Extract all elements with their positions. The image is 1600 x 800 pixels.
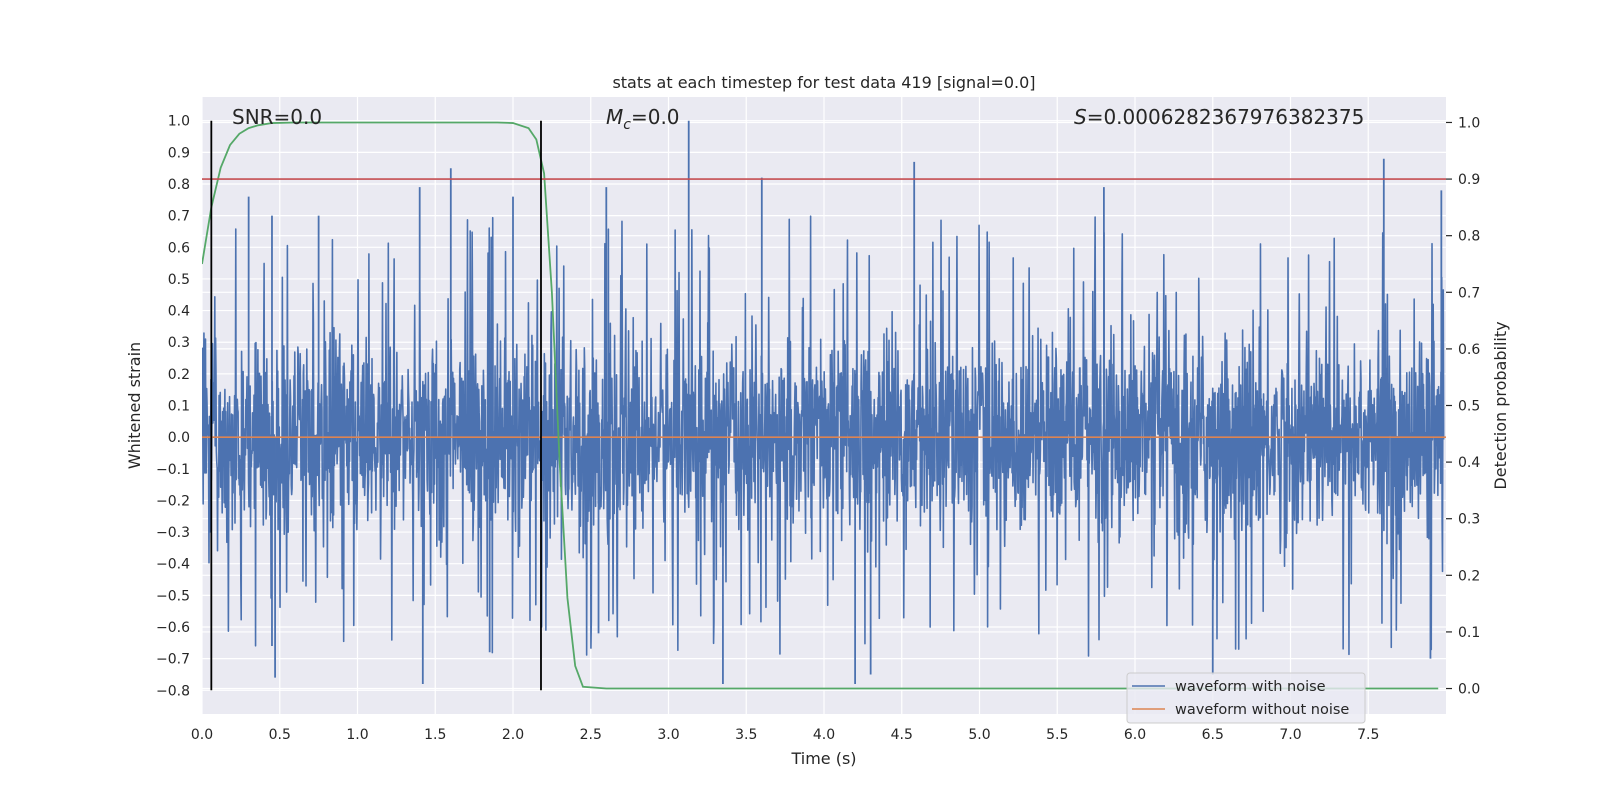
snr-annotation: SNR=0.0 xyxy=(232,105,322,129)
y-tick-label: −0.1 xyxy=(156,462,190,478)
y-axis-left: 1.0 0.9 0.8 0.7 0.6 0.5 0.4 0.3 0.2 0.1 0.0 −0.1 −0.… xyxy=(156,114,190,700)
x-tick-label: 5.0 xyxy=(968,727,990,743)
y-tick-label: 0.1 xyxy=(168,399,190,415)
y2-axis-label: Detection probability xyxy=(1491,321,1510,489)
series-detection-probability xyxy=(202,121,1439,690)
y2-tick-label: 0.5 xyxy=(1458,399,1480,415)
legend-entry-waveform-without-noise: waveform without noise xyxy=(1175,702,1349,718)
x-tick-label: 4.0 xyxy=(813,727,835,743)
x-tick-label: 0.5 xyxy=(269,727,291,743)
x-tick-label: 6.0 xyxy=(1124,727,1146,743)
y-tick-label: 0.3 xyxy=(168,335,190,351)
y-axis-label: Whitened strain xyxy=(125,342,144,469)
chart-title: stats at each timestep for test data 419… xyxy=(612,73,1035,92)
chirp-mass-annotation: Mc=0.0 xyxy=(606,105,680,133)
y-tick-label: 0.0 xyxy=(168,430,190,446)
y-tick-label: −0.6 xyxy=(156,620,190,636)
y-tick-label: −0.8 xyxy=(156,683,190,699)
y-tick-label: 0.9 xyxy=(168,145,190,161)
y-tick-label: 1.0 xyxy=(168,114,190,130)
y-tick-label: 0.7 xyxy=(168,209,190,225)
y2-tick-label: 0.7 xyxy=(1458,285,1480,301)
x-tick-label: 3.5 xyxy=(735,727,757,743)
y-tick-label: 0.6 xyxy=(168,240,190,256)
x-tick-label: 1.5 xyxy=(424,727,446,743)
x-axis: 0.0 0.5 1.0 1.5 2.0 2.5 3.0 3.5 4.0 4.5 5.0 5.5 6.0 6… xyxy=(191,727,1380,743)
y2-tick-label: 0.6 xyxy=(1458,342,1480,358)
x-tick-label: 6.5 xyxy=(1202,727,1224,743)
y2-tick-label: 1.0 xyxy=(1458,115,1480,131)
y2-tick-label: 0.8 xyxy=(1458,229,1480,245)
series-waveform-with-noise xyxy=(202,215,1445,657)
y-tick-label: −0.2 xyxy=(156,493,190,509)
x-tick-label: 2.0 xyxy=(502,727,524,743)
y-tick-label: −0.4 xyxy=(156,557,190,573)
y2-tick-label: 0.0 xyxy=(1458,682,1480,698)
x-tick-label: 7.0 xyxy=(1279,727,1301,743)
x-tick-label: 0.0 xyxy=(191,727,213,743)
x-axis-label: Time (s) xyxy=(790,749,856,768)
y2-tick-label: 0.4 xyxy=(1458,455,1480,471)
y-tick-label: 0.4 xyxy=(168,304,190,320)
legend-entry-waveform-with-noise: waveform with noise xyxy=(1175,679,1326,695)
y-axis-right: 1.0 0.9 0.8 0.7 0.6 0.5 0.4 0.3 0.2 0.1 0.0 xyxy=(1446,115,1480,698)
y-tick-label: −0.5 xyxy=(156,588,190,604)
y2-tick-label: 0.9 xyxy=(1458,172,1480,188)
x-tick-label: 5.5 xyxy=(1046,727,1068,743)
x-tick-label: 1.0 xyxy=(346,727,368,743)
y-tick-label: 0.5 xyxy=(168,272,190,288)
legend-box xyxy=(1126,672,1366,724)
y2-tick-label: 0.1 xyxy=(1458,625,1480,641)
x-tick-label: 2.5 xyxy=(580,727,602,743)
y-tick-label: 0.2 xyxy=(168,367,190,383)
y2-tick-label: 0.3 xyxy=(1458,512,1480,528)
legend: waveform with noise waveform without noi… xyxy=(1126,672,1366,724)
y-tick-label: −0.7 xyxy=(156,652,190,668)
y2-tick-label: 0.2 xyxy=(1458,568,1480,584)
score-annotation: S=0.0006282367976382375 xyxy=(1074,105,1364,129)
y-tick-label: 0.8 xyxy=(168,177,190,193)
x-tick-label: 3.0 xyxy=(657,727,679,743)
y-tick-label: −0.3 xyxy=(156,525,190,541)
x-tick-label: 7.5 xyxy=(1357,727,1379,743)
x-tick-label: 4.5 xyxy=(891,727,913,743)
